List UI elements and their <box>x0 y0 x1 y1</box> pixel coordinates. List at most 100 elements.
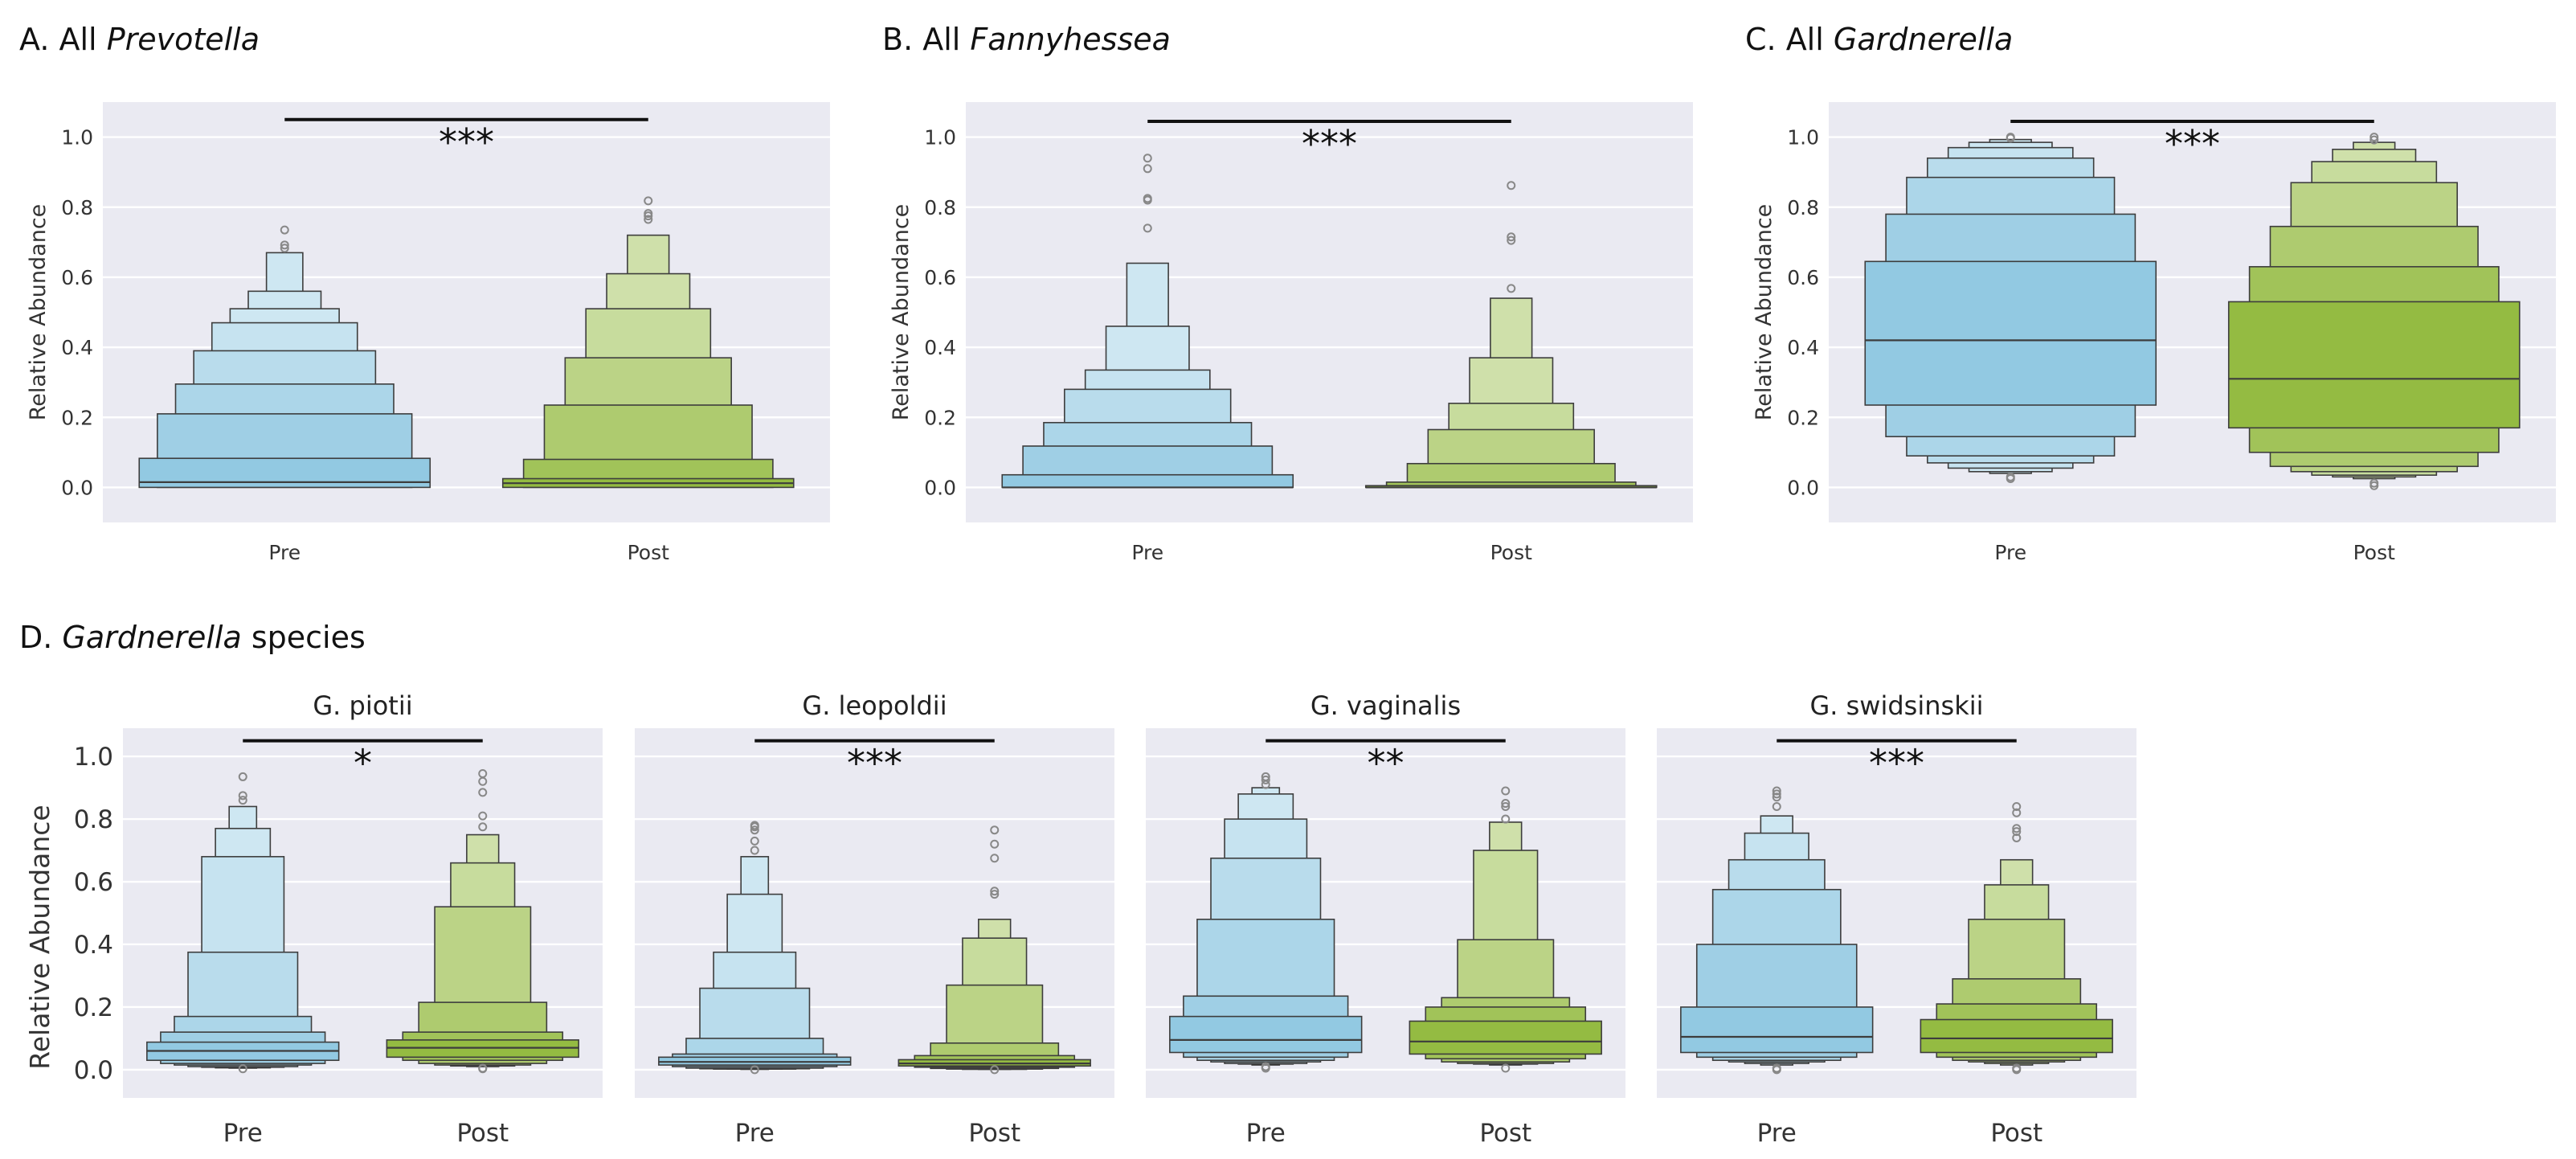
panel-b-outlier-point <box>1507 284 1516 293</box>
panel-a-ytick-label: 0.6 <box>61 266 93 289</box>
panel-label-c-genus: Gardnerella <box>1834 22 2013 57</box>
panel-d2-outlier-point <box>990 854 1000 863</box>
panel-label-d: D. Gardnerella species <box>19 620 366 655</box>
panel-d2-outlier-point <box>750 825 759 835</box>
panel-b-ytick-label: 0.6 <box>924 266 956 289</box>
panel-d4-xtick-label: Pre <box>1757 1119 1797 1148</box>
panel-d3-outlier-point <box>1501 814 1511 824</box>
charts-layer: 0.0 0.2 0.4 0.6 0.8 1.0 Relative Abundance Pre P… <box>24 102 2556 1148</box>
panel-d1-outlier-point <box>238 1064 247 1074</box>
panel-d1-ytick-label: 1.0 <box>74 743 113 772</box>
panel-d4-outlier-point <box>2012 808 2022 817</box>
panel-a-xtick-label: Pre <box>268 541 301 564</box>
panel-a-box-level <box>138 457 431 489</box>
panel-d2-xtick-label: Pre <box>735 1119 775 1148</box>
panel-c-ytick-label: 1.0 <box>1787 126 1819 149</box>
panel-b-box-level <box>1001 473 1294 489</box>
panel-c-boxen-post <box>2227 133 2521 490</box>
panel-d4-outlier-point <box>2012 824 2022 833</box>
panel-d4-outlier-point <box>2012 1065 2022 1075</box>
panel-d1-boxen-pre <box>146 772 340 1074</box>
panel-b-outlier-point <box>1143 223 1152 233</box>
panel-b: 0.0 0.2 0.4 0.6 0.8 1.0 Relative Abundance Pre P… <box>889 102 1693 564</box>
panel-c-outlier-point <box>2370 481 2379 490</box>
panel-d4-outlier-point <box>1772 801 1781 811</box>
panel-c-ytick-label: 0.2 <box>1787 406 1819 429</box>
panel-label-d-suffix: species <box>242 620 366 655</box>
panel-d3-boxen-pre <box>1169 772 1363 1073</box>
panel-d1-outlier-point <box>238 772 247 781</box>
panel-c-xtick-label: Pre <box>1994 541 2026 564</box>
panel-a-significance-stars: *** <box>439 121 494 164</box>
panel-label-c-prefix: C. All <box>1745 22 1834 57</box>
panel-b-ytick-label: 0.8 <box>924 196 956 219</box>
panel-a-boxen-pre <box>138 225 431 489</box>
panel-d3-box-level <box>1169 1015 1363 1054</box>
panel-d2-outlier-point <box>990 1065 1000 1075</box>
panel-d3-box-level <box>1409 1020 1602 1055</box>
panel-d1-xtick-label: Post <box>456 1119 509 1148</box>
panel-b-outlier-point <box>1143 154 1152 163</box>
panel-d3-xtick-label: Post <box>1479 1119 1531 1148</box>
panel-d2-outlier-point <box>750 821 759 830</box>
panel-c-box-level <box>2227 301 2521 429</box>
panel-a-outlier-point <box>644 215 653 224</box>
panel-c-boxen-pre <box>1864 133 2157 484</box>
panel-d4-outlier-point <box>1772 792 1781 802</box>
panel-d4-boxen-pre <box>1680 786 1874 1075</box>
panel-d3-significance-stars: ** <box>1368 742 1405 785</box>
panel-d3-outlier-point <box>1501 801 1511 811</box>
panel-a-outlier-point <box>280 240 289 250</box>
panel-b-ytick-label: 1.0 <box>924 126 956 149</box>
panel-a-outlier-point <box>280 244 289 253</box>
panel-label-d-genus: Gardnerella <box>62 620 241 655</box>
panel-label-b-prefix: B. All <box>882 22 970 57</box>
panel-d3-xtick-label: Pre <box>1246 1119 1286 1148</box>
panel-label-d-prefix: D. <box>19 620 62 655</box>
panel-b-outlier-point <box>1507 235 1516 245</box>
panel-c: 0.0 0.2 0.4 0.6 0.8 1.0 Relative Abundance Pre P… <box>1752 102 2556 564</box>
panel-d4-outlier-point <box>1772 789 1781 799</box>
panel-d1-significance-stars: * <box>354 742 372 785</box>
panel-d1-outlier-point <box>478 1064 488 1074</box>
panel-c-outlier-point <box>2006 474 2015 484</box>
panel-d1-outlier-point <box>478 811 488 821</box>
panel-b-outlier-point <box>1143 164 1152 174</box>
panel-d1-outlier-point <box>238 791 247 801</box>
panel-d4-boxen-post <box>1920 801 2113 1075</box>
panel-d3-boxen-post <box>1409 786 1602 1073</box>
panel-a: 0.0 0.2 0.4 0.6 0.8 1.0 Relative Abundance Pre P… <box>26 102 830 564</box>
panel-d2-significance-stars: *** <box>847 742 902 785</box>
panel-b-boxen-pre <box>1001 154 1294 489</box>
panel-d2-outlier-point <box>750 836 759 846</box>
panel-d1: 0.0 0.2 0.4 0.6 0.8 1.0 Relative Abundance G. p… <box>24 690 603 1148</box>
panel-c-xtick-label: Post <box>2353 541 2396 564</box>
panel-d2-outlier-point <box>990 890 1000 899</box>
panel-d2-outlier-point <box>750 846 759 855</box>
panel-d1-xtick-label: Pre <box>223 1119 263 1148</box>
panel-a-outlier-point <box>644 196 653 206</box>
panel-c-ylabel: Relative Abundance <box>1752 204 1777 421</box>
panel-d3-outlier-point <box>1261 775 1270 784</box>
panel-b-outlier-point <box>1507 181 1516 190</box>
panel-a-ytick-label: 0.0 <box>61 476 93 499</box>
panel-d4-xtick-label: Post <box>1990 1119 2042 1148</box>
panel-d3-title: G. vaginalis <box>1310 690 1461 721</box>
panel-d2: G. leopoldii Pre Post *** <box>635 690 1114 1148</box>
panel-d1-title: G. piotii <box>313 690 412 721</box>
panel-d4-title: G. swidsinskii <box>1809 690 1983 721</box>
panel-d1-ytick-label: 0.2 <box>74 993 113 1022</box>
panel-d1-outlier-point <box>238 796 247 805</box>
panel-label-a: A. All Prevotella <box>19 22 260 57</box>
panel-c-box-level <box>1864 260 2157 406</box>
panel-c-ytick-label: 0.0 <box>1787 476 1819 499</box>
panel-d2-outlier-point <box>990 825 1000 835</box>
panel-d4-outlier-point <box>1772 1065 1781 1075</box>
panel-d2-boxen-post <box>898 825 1091 1075</box>
panel-d1-ytick-label: 0.0 <box>74 1056 113 1085</box>
panel-d3-outlier-point <box>1501 786 1511 796</box>
panel-label-c: C. All Gardnerella <box>1745 22 2013 57</box>
panel-a-outlier-point <box>644 209 653 219</box>
panel-d3-outlier-point <box>1501 799 1511 809</box>
panel-d3-outlier-point <box>1501 1063 1511 1073</box>
